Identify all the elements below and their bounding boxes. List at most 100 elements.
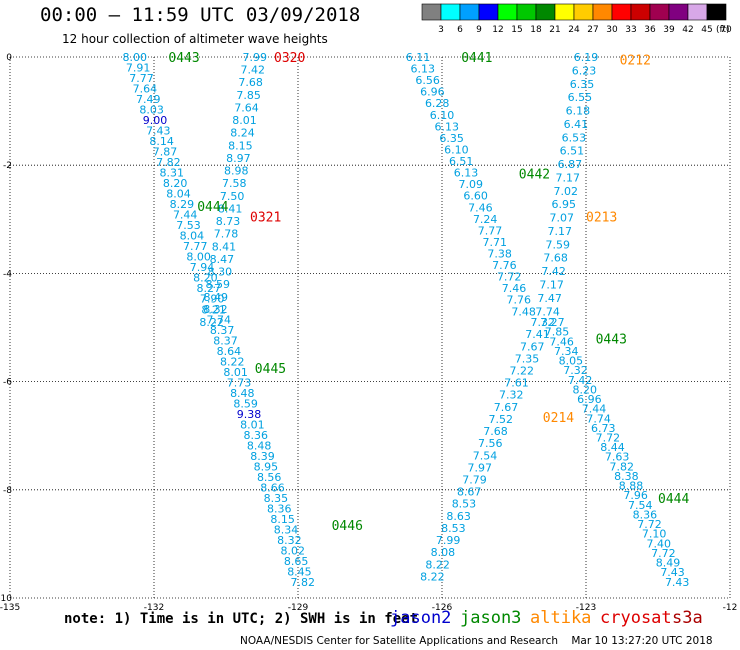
x-tick-label: -123	[576, 603, 596, 613]
legend-tick-label: 45	[701, 25, 712, 35]
pass-time-label: 0214	[543, 411, 574, 426]
legend-swatch	[478, 3, 499, 21]
wave-height-value: 8.36	[633, 508, 658, 521]
wave-height-value: 6.56	[415, 74, 440, 87]
satellite-label-altika: altika	[530, 608, 592, 628]
x-tick-label: -129	[288, 603, 309, 613]
wave-height-value: 8.36	[267, 502, 292, 515]
wave-height-value: 6.51	[560, 145, 585, 158]
wave-height-value: 7.76	[507, 294, 532, 307]
wave-height-value: 6.11	[406, 51, 431, 64]
pass-time-label: 0321	[250, 211, 281, 226]
wave-height-value: 7.54	[628, 499, 653, 512]
x-tick-label: -132	[144, 603, 164, 613]
page-title: 00:00 — 11:59 UTC 03/09/2018	[40, 4, 361, 26]
wave-height-value: 6.96	[577, 393, 602, 406]
wave-height-value: 8.64	[217, 345, 242, 358]
wave-height-value: 8.32	[203, 303, 228, 316]
wave-height-value: 7.48	[511, 305, 536, 318]
wave-height-value: 8.66	[260, 481, 285, 494]
legend-tick-label: 3	[438, 25, 444, 35]
wave-height-value: 7.42	[240, 64, 265, 77]
wave-height-value: 7.50	[220, 190, 245, 203]
wave-height-value: 8.22	[420, 570, 445, 583]
wave-height-value: 7.32	[531, 316, 556, 329]
wave-height-value: 8.98	[224, 165, 249, 178]
wave-height-value: 8.20	[573, 383, 598, 396]
wave-height-value: 6.10	[444, 143, 469, 156]
legend-tick-label: 24	[568, 25, 580, 35]
wave-height-value: 6.13	[435, 120, 460, 133]
wave-height-value: 7.59	[545, 238, 570, 251]
wave-height-value: 8.41	[218, 202, 243, 215]
pass-time-label: 0442	[519, 167, 550, 182]
wave-height-value: 7.35	[515, 352, 540, 365]
satellite-label-jason2: jason2	[390, 608, 452, 628]
wave-height-value: 7.10	[642, 528, 667, 541]
y-tick-label: 0	[6, 53, 12, 63]
wave-height-value: 7.52	[488, 413, 513, 426]
wave-height-value: 7.34	[554, 345, 579, 358]
wave-height-value: 6.13	[454, 167, 479, 180]
pass-time-label: 0446	[332, 519, 363, 534]
wave-height-value: 7.85	[236, 89, 261, 102]
wave-height-value: 6.23	[572, 64, 597, 77]
y-tick-label: -10	[0, 594, 12, 604]
wave-height-value: 7.71	[483, 236, 508, 249]
wave-height-value: 8.97	[226, 152, 251, 165]
wave-height-value: 8.59	[233, 397, 258, 410]
wave-height-value: 7.67	[520, 340, 545, 353]
legend-swatch	[706, 3, 727, 21]
wave-height-value: 8.49	[203, 291, 228, 304]
wave-height-value: 6.13	[411, 63, 436, 76]
wave-height-value: 7.77	[478, 224, 503, 237]
wave-height-value: 9.00	[143, 114, 168, 127]
wave-height-value: 7.74	[207, 313, 232, 326]
wave-height-value: 6.18	[566, 105, 591, 118]
wave-height-value: 8.04	[166, 187, 191, 200]
wave-height-value: 7.96	[623, 489, 648, 502]
legend-tick-label: 21	[549, 25, 560, 35]
wave-height-value: 7.32	[563, 364, 588, 377]
wave-height-value: 8.15	[228, 139, 253, 152]
wave-height-value: 8.34	[274, 523, 299, 536]
legend-tick-label: 70	[720, 25, 732, 35]
wave-height-value: 6.95	[552, 198, 577, 211]
wave-height-value: 8.65	[284, 555, 309, 568]
wave-height-value: 7.77	[183, 240, 208, 253]
legend-swatch	[649, 3, 670, 21]
wave-height-value: 7.78	[214, 228, 239, 241]
wave-height-value: 7.40	[646, 537, 671, 550]
legend-swatch	[611, 3, 632, 21]
wave-height-value: 7.42	[568, 374, 593, 387]
wave-height-value: 7.22	[510, 365, 535, 378]
legend-swatch	[497, 3, 518, 21]
legend-tick-label: 33	[625, 25, 636, 35]
pass-time-label: 0213	[586, 211, 617, 226]
wave-height-value: 7.09	[459, 178, 484, 191]
wave-height-value: 7.44	[173, 208, 198, 221]
wave-height-value: 8.53	[452, 498, 477, 511]
wave-height-value: 8.45	[287, 565, 312, 578]
wave-height-value: 8.56	[257, 471, 282, 484]
legend-swatch	[592, 3, 613, 21]
satellite-label-s3a: s3a	[672, 608, 703, 628]
x-tick-label: -12	[723, 603, 738, 613]
legend-swatch	[573, 3, 594, 21]
wave-height-value: 8.24	[230, 127, 255, 140]
color-legend: 3 6 9 12 15 18 21 24 27 30 33 36 39 42 45 70(ft)	[421, 3, 732, 35]
wave-height-value: 8.41	[212, 240, 237, 253]
wave-height-value: 7.72	[651, 547, 676, 560]
wave-height-value: 8.02	[280, 544, 305, 557]
footer-note: note: 1) Time is in UTC; 2) SWH is in fe…	[64, 611, 419, 627]
axes: 0 -2 -4 -6 -8 -10-135 -132 -129 -126 -123 -12	[0, 53, 737, 613]
legend-swatch	[687, 3, 708, 21]
wave-height-value: 8.73	[216, 215, 241, 228]
wave-height-value: 6.10	[430, 109, 455, 122]
legend-swatch	[554, 3, 575, 21]
wave-height-value: 7.43	[660, 566, 685, 579]
wave-height-value: 8.30	[208, 266, 233, 279]
wave-height-value: 8.20	[163, 177, 188, 190]
pass-time-label: 0444	[658, 492, 689, 507]
legend-tick-label: 18	[530, 25, 542, 35]
